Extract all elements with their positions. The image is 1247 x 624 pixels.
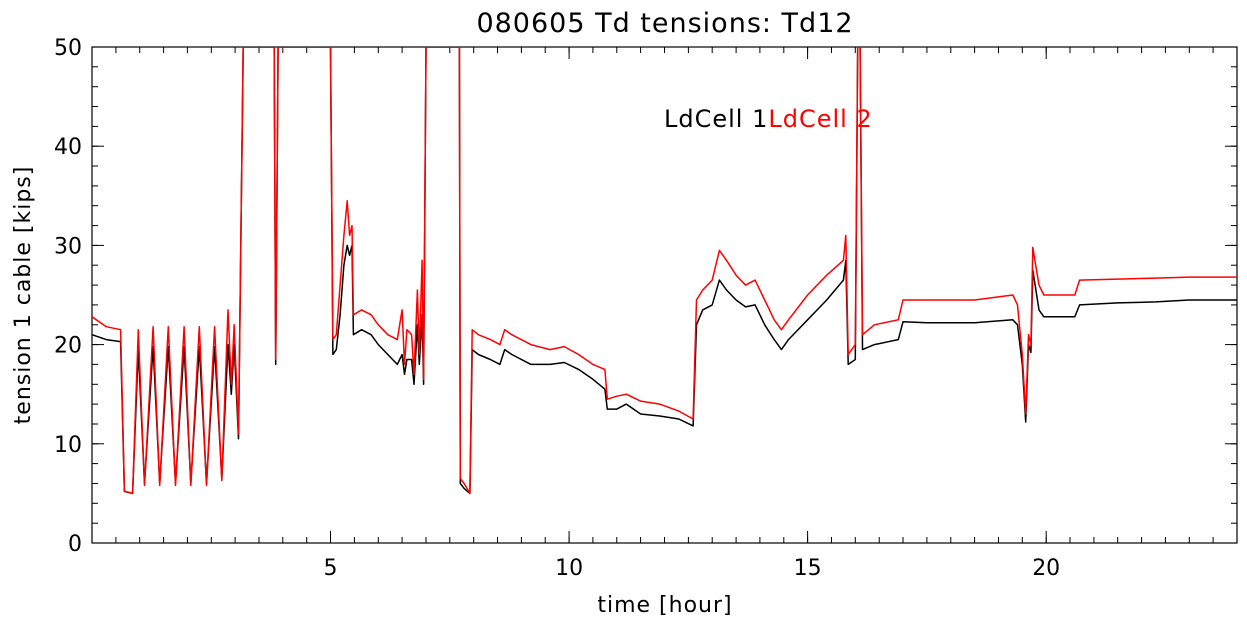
y-tick-label: 50 [54, 36, 82, 61]
series-layer [92, 47, 1237, 495]
y-tick-label: 30 [54, 234, 82, 259]
x-tick-label: 20 [1032, 556, 1060, 581]
legend-entry-ldcell-1: LdCell 1 [664, 105, 768, 133]
y-tick-label: 0 [68, 532, 82, 557]
x-tick-label: 5 [324, 556, 338, 581]
minor-ticks [92, 47, 1237, 543]
x-axis-label: time [hour] [597, 593, 732, 618]
series-line-2 [92, 47, 1237, 495]
x-tick-labels: 5 10 15 20 [324, 556, 1061, 581]
y-tick-label: 40 [54, 135, 82, 160]
major-ticks [92, 47, 1237, 543]
legend: LdCell 1LdCell 2 [664, 105, 873, 133]
chart-title: 080605 Td tensions: Td12 [476, 8, 853, 39]
x-tick-label: 10 [555, 556, 583, 581]
x-tick-label: 15 [794, 556, 822, 581]
y-axis-label: tension 1 cable [kips] [11, 166, 36, 425]
y-tick-label: 10 [54, 433, 82, 458]
y-tick-labels: 0 10 20 30 40 50 [54, 36, 82, 557]
legend-entry-ldcell-2: LdCell 2 [768, 105, 872, 133]
y-tick-label: 20 [54, 334, 82, 359]
plot-area [91, 46, 1238, 544]
